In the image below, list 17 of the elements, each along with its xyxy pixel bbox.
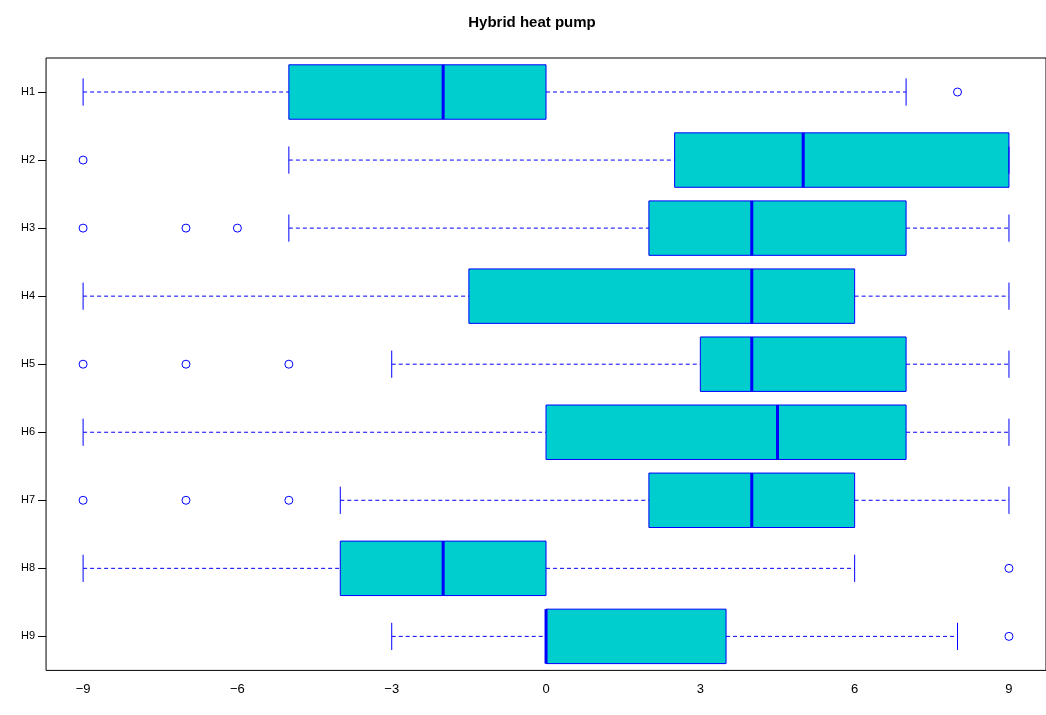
y-tick-label: H3: [21, 221, 36, 234]
x-tick-label: 9: [1005, 680, 1013, 696]
x-tick-label: 3: [696, 680, 704, 696]
x-tick-label: −3: [384, 680, 400, 696]
x-tick-label: 0: [542, 680, 550, 696]
y-tick-label: H9: [21, 629, 36, 642]
x-tick-label: −9: [75, 680, 91, 696]
y-tick-label: H1: [21, 85, 36, 98]
y-tick-label: H6: [21, 425, 36, 438]
chart-title: Hybrid heat pump: [468, 13, 596, 31]
x-tick-label: 6: [851, 680, 859, 696]
y-tick-label: H8: [21, 561, 36, 574]
y-tick-label: H4: [21, 289, 36, 302]
y-tick-label: H2: [21, 153, 36, 166]
y-tick-label: H7: [21, 493, 36, 506]
y-tick-label: H5: [21, 357, 36, 370]
x-tick-label: −6: [229, 680, 245, 696]
